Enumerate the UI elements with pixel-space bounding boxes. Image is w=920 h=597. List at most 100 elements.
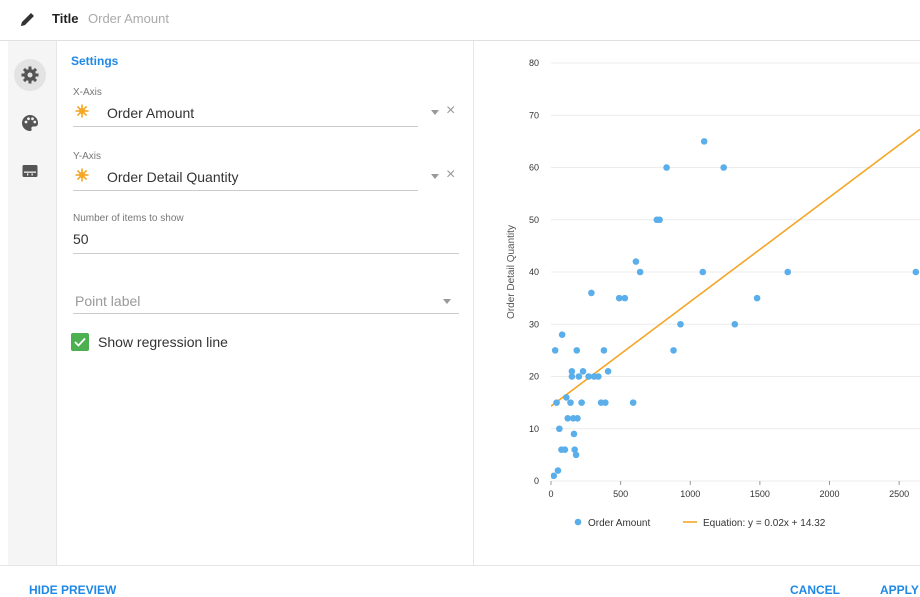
gear-icon[interactable] bbox=[14, 59, 46, 91]
data-point bbox=[700, 138, 708, 145]
data-point bbox=[912, 268, 920, 276]
data-point bbox=[578, 399, 585, 406]
cancel-button[interactable]: CANCEL bbox=[790, 583, 840, 597]
data-point bbox=[568, 367, 576, 375]
data-point bbox=[621, 294, 629, 302]
y-tick-label: 0 bbox=[534, 476, 539, 486]
data-point bbox=[570, 430, 578, 438]
data-point bbox=[615, 294, 623, 302]
data-point bbox=[677, 320, 684, 328]
scatter-chart: 0 10 20 30 40 50 60 70 80 0 500 1000 1500 2000 2500 Ord… bbox=[506, 58, 920, 529]
data-point bbox=[699, 268, 707, 276]
data-point bbox=[656, 216, 663, 224]
point-label-select[interactable]: Point label bbox=[73, 289, 459, 314]
data-point bbox=[720, 164, 727, 171]
x-axis-select[interactable]: Order Amount × bbox=[73, 100, 457, 127]
data-point bbox=[568, 373, 576, 380]
items-count-label: Number of items to show bbox=[73, 213, 184, 224]
data-point bbox=[602, 399, 609, 406]
footer-bar: HIDE PREVIEW CANCEL APPLY bbox=[0, 565, 920, 597]
data-point bbox=[564, 415, 572, 422]
data-point bbox=[572, 451, 580, 459]
y-tick-label: 50 bbox=[529, 215, 539, 225]
point-label-placeholder: Point label bbox=[75, 293, 141, 309]
data-point bbox=[563, 394, 570, 401]
data-point bbox=[663, 164, 670, 171]
x-axis-label: X-Axis bbox=[73, 87, 102, 98]
settings-heading: Settings bbox=[71, 54, 119, 68]
data-point bbox=[573, 347, 581, 354]
data-point bbox=[551, 347, 559, 354]
numeric-field-icon bbox=[75, 168, 89, 182]
chevron-down-icon[interactable] bbox=[443, 299, 451, 304]
data-point bbox=[556, 425, 563, 433]
x-tick-label: 0 bbox=[548, 489, 553, 499]
x-axis-dropdown[interactable]: Order Amount bbox=[73, 100, 418, 127]
title-label: Title bbox=[52, 11, 79, 26]
table-icon[interactable] bbox=[14, 155, 46, 187]
y-tick-label: 10 bbox=[529, 424, 539, 434]
x-tick-label: 500 bbox=[613, 489, 628, 499]
settings-panel: Settings X-Axis Order Amount × Y-Axis bbox=[57, 41, 474, 565]
legend-line-label: Equation: y = 0.02x + 14.32 bbox=[703, 518, 826, 529]
x-tick-label: 1000 bbox=[680, 489, 700, 499]
y-tick-label: 20 bbox=[529, 372, 539, 382]
pencil-icon[interactable] bbox=[18, 9, 38, 29]
data-point bbox=[579, 367, 587, 375]
y-axis-value: Order Detail Quantity bbox=[107, 169, 239, 185]
data-point bbox=[600, 347, 608, 354]
chevron-down-icon[interactable] bbox=[431, 110, 439, 115]
numeric-field-icon bbox=[75, 104, 89, 118]
check-icon bbox=[74, 337, 86, 347]
y-axis-dropdown[interactable]: Order Detail Quantity bbox=[73, 164, 418, 191]
data-point bbox=[553, 399, 560, 406]
y-tick-label: 40 bbox=[529, 267, 539, 277]
data-point bbox=[595, 373, 602, 380]
data-point bbox=[585, 373, 592, 380]
x-tick-label: 1500 bbox=[750, 489, 770, 499]
items-count-input[interactable]: 50 bbox=[73, 229, 459, 254]
data-point bbox=[784, 268, 792, 276]
y-tick-label: 70 bbox=[529, 110, 539, 120]
data-point bbox=[558, 331, 566, 339]
x-tick-label: 2000 bbox=[819, 489, 839, 499]
x-tick-label: 2500 bbox=[889, 489, 909, 499]
regression-line bbox=[551, 128, 920, 407]
clear-x-axis-button[interactable]: × bbox=[446, 102, 456, 119]
hide-preview-button[interactable]: HIDE PREVIEW bbox=[29, 583, 117, 597]
data-point bbox=[670, 347, 677, 354]
legend-point-marker bbox=[574, 518, 582, 526]
data-point bbox=[632, 258, 640, 265]
data-point bbox=[731, 320, 739, 328]
legend-points-label: Order Amount bbox=[588, 518, 650, 529]
data-point bbox=[554, 467, 562, 474]
chevron-down-icon[interactable] bbox=[431, 174, 439, 179]
title-bar: Title Order Amount bbox=[0, 0, 920, 41]
title-input[interactable]: Order Amount bbox=[88, 11, 169, 26]
clear-y-axis-button[interactable]: × bbox=[446, 166, 456, 183]
y-axis-label: Y-Axis bbox=[73, 151, 101, 162]
data-point bbox=[753, 294, 761, 302]
y-axis-title: Order Detail Quantity bbox=[506, 225, 517, 319]
regression-checkbox-label: Show regression line bbox=[98, 334, 228, 350]
regression-checkbox[interactable] bbox=[71, 333, 89, 351]
settings-rail bbox=[8, 41, 57, 565]
data-point bbox=[629, 399, 637, 406]
data-point bbox=[571, 446, 578, 453]
data-point bbox=[551, 472, 558, 480]
x-axis-value: Order Amount bbox=[107, 105, 195, 121]
data-point bbox=[604, 367, 612, 375]
chart-preview: 0 10 20 30 40 50 60 70 80 0 500 1000 1500 2000 2500 Ord… bbox=[474, 41, 920, 565]
data-point bbox=[567, 399, 574, 406]
y-tick-label: 60 bbox=[529, 163, 539, 173]
data-point bbox=[561, 446, 569, 453]
data-point bbox=[636, 268, 644, 276]
y-axis-select[interactable]: Order Detail Quantity × bbox=[73, 164, 457, 191]
data-point bbox=[575, 373, 583, 380]
apply-button[interactable]: APPLY bbox=[880, 583, 919, 597]
data-point bbox=[574, 415, 581, 422]
data-point bbox=[588, 289, 595, 297]
y-tick-label: 80 bbox=[529, 58, 539, 68]
y-tick-label: 30 bbox=[529, 319, 539, 329]
palette-icon[interactable] bbox=[14, 107, 46, 139]
